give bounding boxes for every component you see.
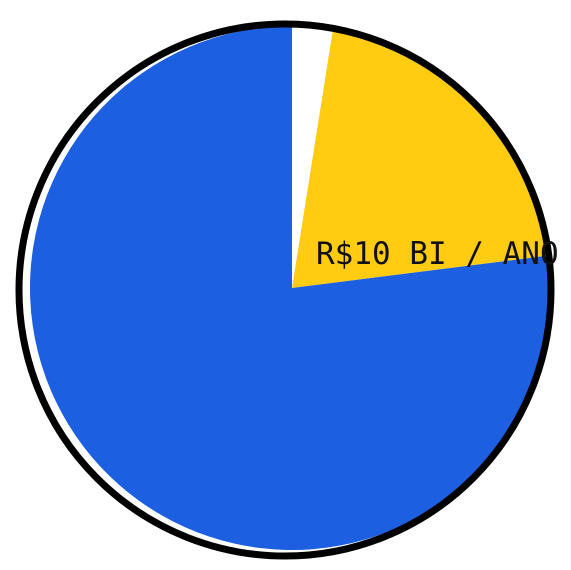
pie-outline <box>15 20 555 560</box>
pie-slice-blue <box>30 26 555 550</box>
pie-slice-white <box>292 26 333 288</box>
pie-slices <box>30 26 555 550</box>
pie-slice-yellow <box>292 29 552 289</box>
slice-label-yellow: R$10 BI / ANO <box>316 236 559 272</box>
